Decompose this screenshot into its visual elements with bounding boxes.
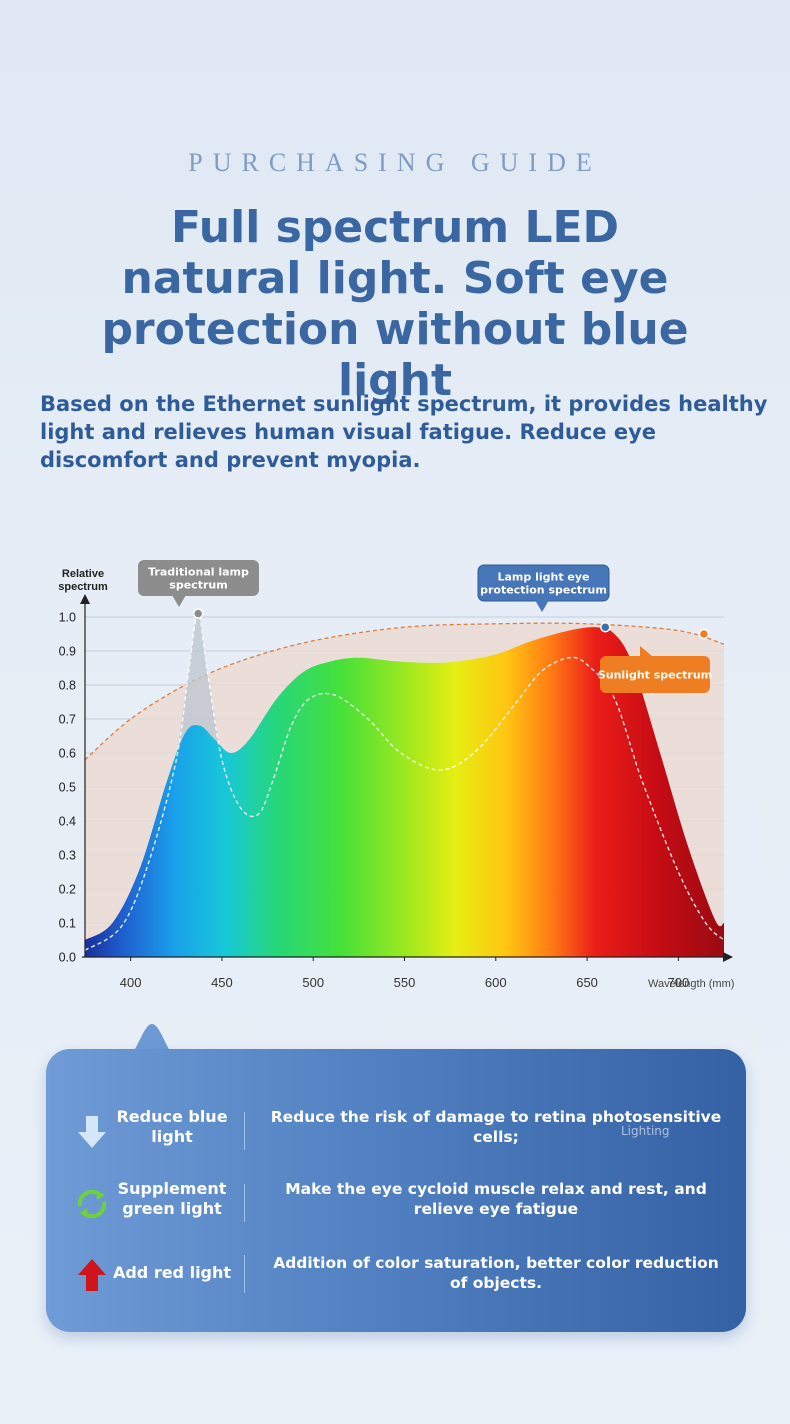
x-tick-label: 500 [302, 975, 324, 990]
x-axis-arrow [723, 952, 733, 962]
features-card: Reduce blue light Reduce the risk of dam… [46, 1049, 746, 1332]
feature-description: Addition of color saturation, better col… [273, 1254, 719, 1292]
feature-row-red: Add red light Addition of color saturati… [46, 1245, 746, 1305]
marker-point [698, 628, 710, 640]
y-axis-label: Relative [62, 568, 104, 580]
y-tick-label: 0.6 [59, 747, 76, 761]
y-tick-label: 0.1 [59, 917, 76, 931]
y-tick-label: 0.9 [59, 645, 76, 659]
feature-row-green: Supplement green light Make the eye cycl… [46, 1174, 746, 1234]
feature-row-blue: Reduce blue light Reduce the risk of dam… [46, 1102, 746, 1162]
y-tick-label: 0.0 [59, 951, 76, 965]
divider [244, 1255, 245, 1293]
overline: PURCHASING GUIDE [188, 148, 602, 177]
feature-name: Add red light [112, 1263, 232, 1282]
page-title: Full spectrum LED natural light. Soft ey… [101, 202, 689, 406]
callout-text: Sunlight spectrum [598, 669, 712, 682]
subtitle: Based on the Ethernet sunlight spectrum,… [40, 392, 768, 472]
feature-name: Reduce blue light [116, 1107, 228, 1146]
y-tick-label: 0.7 [59, 713, 76, 727]
marker-point [192, 608, 204, 619]
y-tick-label: 0.2 [59, 883, 76, 897]
callout-text: Lamp light eye [497, 571, 589, 584]
y-tick-label: 1.0 [59, 611, 76, 625]
spectrum-chart: 0.0 0.1 0.2 0.3 0.4 0.5 0.6 0.7 0.8 0.9 1.0 400 450 5… [58, 560, 734, 990]
y-axis-label: spectrum [58, 581, 108, 593]
y-tick-label: 0.8 [59, 679, 76, 693]
callout-text: protection spectrum [480, 584, 607, 597]
traditional-lamp-spike-area [176, 613, 222, 760]
feature-name: Supplement green light [117, 1179, 227, 1218]
watermark: Lighting [621, 1124, 670, 1138]
sunlight-spectrum-line [84, 622, 725, 761]
up-arrow-icon [78, 1259, 106, 1291]
down-arrow-icon [78, 1116, 106, 1148]
y-tick-label: 0.5 [59, 781, 76, 795]
x-tick-label: 600 [485, 975, 507, 990]
marker-point [600, 621, 611, 633]
refresh-cycle-icon [77, 1189, 107, 1219]
feature-description: Make the eye cycloid muscle relax and re… [285, 1180, 707, 1218]
x-tick-label: 400 [120, 975, 142, 990]
x-axis-label: Wavelength (mm) [648, 978, 734, 990]
x-tick-label: 650 [576, 975, 598, 990]
y-axis-arrow [80, 594, 90, 604]
divider [244, 1112, 245, 1150]
features-panel: Reduce blue light Reduce the risk of dam… [46, 1020, 746, 1332]
callout-text: Traditional lamp [148, 566, 249, 579]
x-tick-label: 700 [668, 975, 690, 990]
feature-description: Reduce the risk of damage to retina phot… [270, 1108, 722, 1146]
lamp-spectrum-area [85, 627, 724, 957]
y-tick-label: 0.3 [59, 849, 76, 863]
y-tick-label: 0.4 [59, 815, 76, 829]
callout-sunlight: Sunlight spectrum [598, 646, 712, 693]
callout-text: spectrum [169, 579, 227, 592]
divider [244, 1184, 245, 1222]
x-tick-label: 450 [211, 975, 233, 990]
x-tick-label: 550 [394, 975, 416, 990]
traditional-lamp-spectrum-line [84, 612, 725, 951]
